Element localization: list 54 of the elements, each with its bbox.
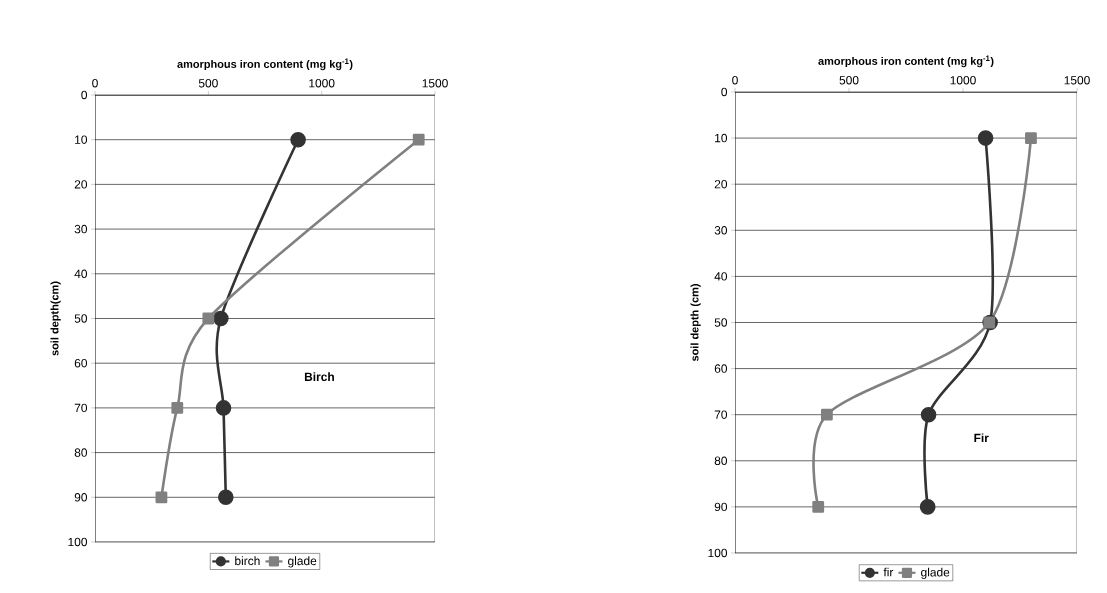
point — [821, 408, 833, 421]
x-tick-label: 1500 — [422, 79, 448, 88]
annotation: Birch — [304, 372, 334, 381]
point — [1025, 132, 1037, 144]
point — [290, 131, 306, 148]
legend-label: fir — [883, 567, 894, 577]
y-tick-label: 60 — [74, 358, 88, 368]
x-tick-label: 500 — [839, 76, 859, 85]
point — [977, 130, 994, 146]
y-axis-title: soil depth(cm) — [50, 281, 61, 356]
point — [215, 400, 232, 416]
y-tick-label: 80 — [714, 456, 728, 466]
point — [919, 499, 936, 515]
legend-label: birch — [235, 556, 260, 566]
annotation: Fir — [974, 433, 989, 443]
y-tick-label: 10 — [715, 133, 728, 143]
x-axis-title: amorphous iron content (mg kg$^{-1}$) — [818, 55, 994, 68]
point — [213, 310, 229, 327]
y-tick-label: 30 — [74, 224, 88, 234]
legend-label: glade — [288, 556, 317, 568]
y-tick-label: 50 — [714, 318, 728, 327]
x-tick-label: 0 — [92, 79, 98, 88]
y-tick-label: 70 — [74, 403, 88, 413]
y-tick-label: 30 — [714, 226, 728, 235]
y-tick-label: 10 — [75, 135, 88, 144]
point — [171, 401, 184, 414]
point — [412, 133, 425, 146]
y-tick-label: 100 — [68, 537, 88, 547]
y-tick-label: 70 — [714, 410, 728, 419]
y-tick-label: 40 — [74, 269, 88, 279]
y-tick-label: 90 — [714, 502, 728, 512]
point — [202, 312, 215, 325]
y-tick-label: 0 — [721, 87, 728, 97]
y-tick-label: 100 — [708, 548, 728, 558]
y-tick-label: 40 — [714, 272, 728, 281]
point — [920, 406, 937, 423]
y-tick-label: 20 — [74, 180, 88, 189]
y-tick-label: 0 — [81, 90, 88, 100]
point — [812, 500, 825, 513]
y-tick-label: 60 — [714, 364, 728, 373]
x-tick-label: 1000 — [950, 76, 976, 85]
y-tick-label: 80 — [74, 448, 88, 457]
point — [218, 489, 234, 506]
legend-label: glade — [921, 567, 950, 579]
point — [155, 491, 168, 504]
x-axis-title: amorphous iron content (mg kg$^{-1}$) — [177, 58, 353, 71]
x-tick-label: 1500 — [1064, 76, 1090, 85]
y-tick-label: 20 — [714, 179, 728, 189]
x-tick-label: 0 — [732, 76, 738, 85]
y-axis-title: soil depth (cm) — [690, 284, 701, 362]
y-tick-label: 90 — [74, 493, 88, 502]
x-tick-label: 1000 — [309, 79, 335, 88]
y-tick-label: 50 — [74, 314, 88, 323]
x-tick-label: 500 — [198, 79, 218, 88]
